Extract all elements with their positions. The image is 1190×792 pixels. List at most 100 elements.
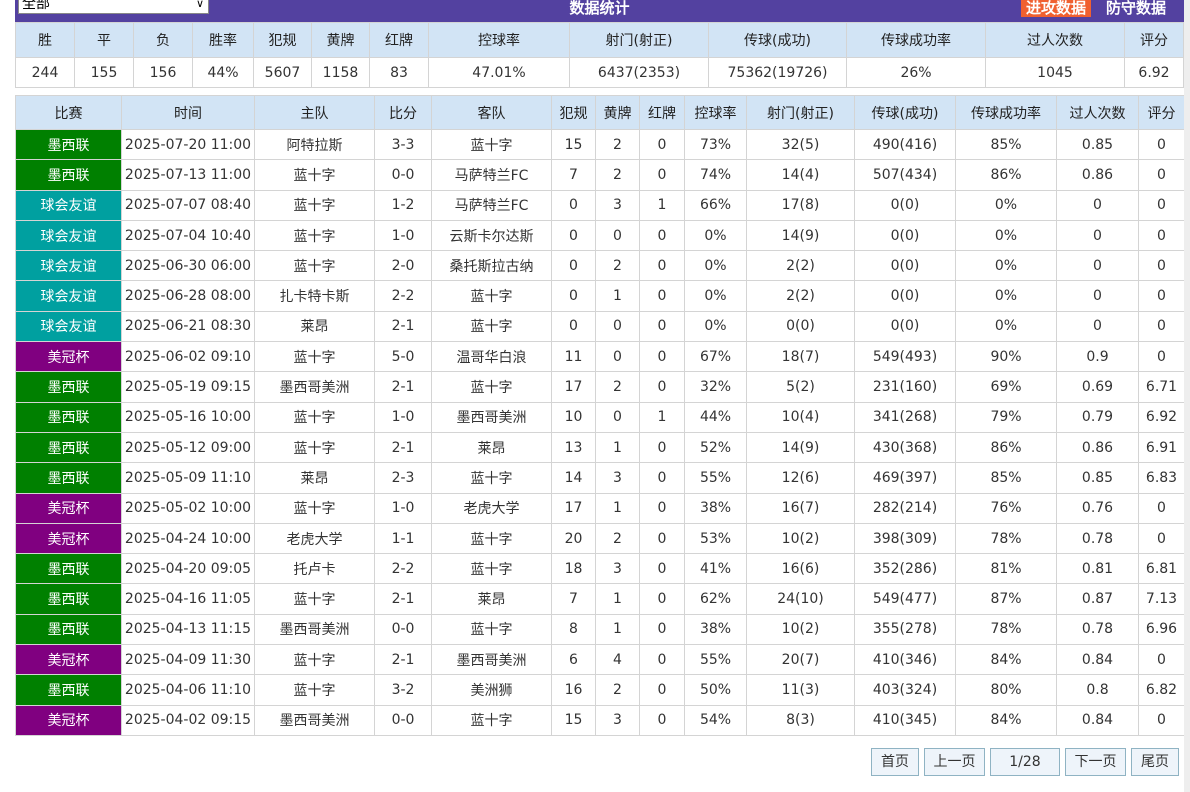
tab-attack-data[interactable]: 进攻数据 — [1021, 0, 1092, 17]
table-cell: 0 — [595, 401, 640, 433]
column-header: 射门(射正) — [746, 95, 855, 130]
competition-badge: 墨西联 — [15, 613, 122, 646]
column-header: 负 — [133, 22, 193, 58]
table-cell: 0 — [639, 310, 685, 343]
tab-defense-data[interactable]: 防守数据 — [1106, 0, 1167, 17]
competition-badge: 美冠杯 — [15, 341, 122, 373]
table-cell: 0% — [955, 189, 1057, 221]
table-cell: 2025-07-20 11:00 — [121, 128, 255, 161]
table-cell: 7 — [551, 159, 596, 191]
page-indicator: 1/28 — [990, 748, 1060, 776]
table-cell: 0 — [595, 341, 640, 373]
prev-page-button[interactable]: 上一页 — [924, 748, 985, 776]
table-cell: 蓝十字 — [431, 128, 552, 161]
competition-badge: 球会友谊 — [15, 310, 122, 343]
table-cell: 469(397) — [854, 462, 956, 494]
table-cell: 0 — [1138, 341, 1185, 373]
table-cell: 0 — [551, 189, 596, 221]
summary-value: 244 — [15, 57, 75, 88]
table-cell: 1 — [595, 280, 640, 312]
table-cell: 2025-07-07 08:40 — [121, 189, 255, 221]
table-cell: 2025-06-21 08:30 — [121, 310, 255, 343]
table-cell: 0.8 — [1056, 674, 1139, 706]
table-cell: 2 — [595, 128, 640, 161]
table-cell: 0(0) — [854, 280, 956, 312]
last-page-button[interactable]: 尾页 — [1131, 748, 1179, 776]
competition-badge: 墨西联 — [15, 462, 122, 494]
summary-value: 6437(2353) — [569, 57, 709, 88]
table-cell: 2(2) — [746, 250, 855, 282]
table-cell: 53% — [684, 522, 747, 555]
table-cell: 11(3) — [746, 674, 855, 706]
table-row: 墨西联 2025-07-20 11:00 阿特拉斯 3-3 蓝十字 15 2 0 73% 32(5… — [15, 128, 1185, 161]
table-cell: 54% — [684, 704, 747, 736]
table-cell: 0 — [1138, 644, 1185, 676]
table-cell: 温哥华白浪 — [431, 341, 552, 373]
column-header: 黄牌 — [311, 22, 370, 58]
table-cell: 1 — [595, 613, 640, 646]
summary-value: 156 — [133, 57, 193, 88]
table-cell: 0 — [639, 219, 685, 252]
table-cell: 8(3) — [746, 704, 855, 736]
table-cell: 2-1 — [374, 431, 432, 464]
table-cell: 78% — [955, 522, 1057, 555]
table-cell: 1-2 — [374, 189, 432, 221]
table-cell: 0 — [639, 341, 685, 373]
table-cell: 81% — [955, 553, 1057, 585]
table-cell: 67% — [684, 341, 747, 373]
table-cell: 24(10) — [746, 583, 855, 615]
table-cell: 墨西哥美洲 — [254, 613, 375, 646]
column-header: 黄牌 — [595, 95, 640, 130]
column-header: 胜率 — [192, 22, 254, 58]
table-cell: 41% — [684, 553, 747, 585]
table-cell: 0.76 — [1056, 492, 1139, 524]
table-cell: 0% — [684, 280, 747, 312]
table-cell: 0 — [1138, 250, 1185, 282]
scrollbar[interactable] — [1184, 0, 1190, 792]
table-cell: 410(345) — [854, 704, 956, 736]
table-row: 美冠杯 2025-04-09 11:30 蓝十字 2-1 墨西哥美洲 6 4 0 55% 20(7… — [15, 644, 1185, 676]
table-cell: 2-1 — [374, 371, 432, 403]
table-cell: 蓝十字 — [254, 401, 375, 433]
table-cell: 0.69 — [1056, 371, 1139, 403]
table-cell: 0.81 — [1056, 553, 1139, 585]
table-cell: 6.81 — [1138, 553, 1185, 585]
table-cell: 马萨特兰FC — [431, 189, 552, 221]
table-cell: 0 — [639, 250, 685, 282]
summary-value: 83 — [369, 57, 429, 88]
table-cell: 398(309) — [854, 522, 956, 555]
next-page-button[interactable]: 下一页 — [1065, 748, 1126, 776]
table-row: 墨西联 2025-04-16 11:05 蓝十字 2-1 莱昂 7 1 0 62% 24(10) 5… — [15, 583, 1185, 615]
table-cell: 1 — [595, 583, 640, 615]
table-cell: 84% — [955, 704, 1057, 736]
column-header: 评分 — [1124, 22, 1184, 58]
table-cell: 2 — [595, 159, 640, 191]
table-cell: 2025-04-02 09:15 — [121, 704, 255, 736]
column-header: 犯规 — [253, 22, 312, 58]
competition-filter-select[interactable]: 全部 ∨ — [18, 0, 209, 14]
competition-badge: 墨西联 — [15, 128, 122, 161]
table-cell: 0.86 — [1056, 159, 1139, 191]
table-cell: 11 — [551, 341, 596, 373]
table-cell: 莱昂 — [431, 583, 552, 615]
table-cell: 6 — [551, 644, 596, 676]
table-cell: 蓝十字 — [254, 219, 375, 252]
first-page-button[interactable]: 首页 — [871, 748, 919, 776]
table-cell: 5-0 — [374, 341, 432, 373]
table-cell: 0.78 — [1056, 613, 1139, 646]
table-cell: 2025-04-06 11:10 — [121, 674, 255, 706]
table-cell: 4 — [595, 644, 640, 676]
table-row: 墨西联 2025-04-20 09:05 托卢卡 2-2 蓝十字 18 3 0 41% 16(6)… — [15, 553, 1185, 585]
table-cell: 90% — [955, 341, 1057, 373]
table-cell: 0 — [551, 219, 596, 252]
column-header: 主队 — [254, 95, 375, 130]
table-cell: 0 — [1138, 159, 1185, 191]
table-cell: 1-1 — [374, 522, 432, 555]
table-cell: 0 — [639, 553, 685, 585]
column-header: 平 — [74, 22, 134, 58]
table-cell: 0.87 — [1056, 583, 1139, 615]
table-cell: 14(9) — [746, 431, 855, 464]
table-cell: 2(2) — [746, 280, 855, 312]
page-title: 数据统计 — [569, 0, 630, 17]
table-cell: 0 — [1056, 219, 1139, 252]
